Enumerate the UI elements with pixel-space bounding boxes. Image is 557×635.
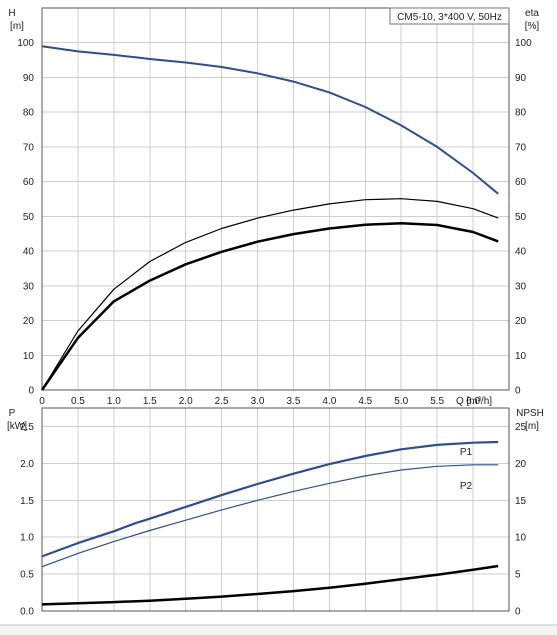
power-npsh-curves [41,440,499,606]
q-tick-label: 2.5 [215,396,229,407]
head-y-tick-label: 70 [23,142,35,153]
chart-title-box [389,7,510,25]
power-y-right-tick-label: 0 [515,607,521,618]
q-tick-label: 4.0 [322,396,336,407]
head-y-tick-label: 30 [23,281,35,292]
chart-title: CM5-10, 3*400 V, 50Hz [397,12,502,23]
p1-series-label: P1 [460,447,473,458]
power-y-right-tick-label: 15 [515,496,527,507]
head-y-right-tick-label: 90 [515,73,527,84]
power-y-tick-label: 1.0 [20,533,34,544]
head-curve-1 [41,198,499,391]
head-y-right-tick-label: 40 [515,247,527,258]
head-y-right-tick-label: 100 [515,38,532,49]
power-y-right-tick-label: 10 [515,533,527,544]
q-tick-label: 5.5 [430,396,444,407]
power-y-tick-label: 2.0 [20,459,34,470]
head-y-right-tick-label: 0 [515,386,521,397]
npsh-axis-unit: [m] [525,421,539,432]
power-y-tick-label: 2.5 [20,422,34,433]
power-y-right-tick-label: 25 [515,422,527,433]
q-tick-label: 5.0 [394,396,408,407]
head-tick-labels: 0 10 20 30 40 50 60 70 80 90 100 0 10 20 30 40 50 60 70 80 9… [17,38,532,407]
p-axis-label: P [9,408,16,419]
q-tick-label: 0 [39,396,45,407]
head-plot-frame [41,7,510,391]
head-y-tick-label: 10 [23,351,35,362]
power-y-right-tick-label: 20 [515,459,527,470]
head-y-tick-label: 80 [23,108,35,119]
head-y-right-tick-label: 20 [515,316,527,327]
head-y-right-tick-label: 30 [515,281,527,292]
h-axis-label: H [8,8,15,19]
q-tick-label: 1.0 [107,396,121,407]
head-y-tick-label: 40 [23,247,35,258]
power-y-tick-label: 0.0 [20,607,34,618]
eta-axis-label: eta [525,8,539,19]
power-npsh-panel: 0.0 0.5 1.0 1.5 2.0 2.5 0 5 10 15 20 25 P [kW] NPSH… [7,407,544,618]
head-curve-0 [41,45,499,195]
head-efficiency-curves [40,45,499,391]
head-y-tick-label: 60 [23,177,35,188]
head-y-right-tick-label: 50 [515,212,527,223]
eta-axis-unit: [%] [525,21,540,32]
head-y-right-tick-label: 60 [515,177,527,188]
head-curve-2 [40,222,499,391]
npsh-axis-label: NPSH [516,408,544,419]
head-y-right-tick-label: 80 [515,108,527,119]
p2-series-label: P2 [460,481,473,492]
q-tick-label: 4.5 [358,396,372,407]
q-tick-label: 1.5 [143,396,157,407]
p1-curve [41,440,499,558]
power-tick-labels: 0.0 0.5 1.0 1.5 2.0 2.5 0 5 10 15 20 25 [20,422,526,618]
q-axis-label: Q [m³/h] [456,396,492,407]
power-y-tick-label: 1.5 [20,496,34,507]
q-tick-label: 3.5 [287,396,301,407]
h-axis-unit: [m] [10,21,24,32]
head-y-tick-label: 0 [28,386,34,397]
power-plot-frame [41,407,510,612]
head-y-tick-label: 50 [23,212,35,223]
head-y-tick-label: 100 [17,38,34,49]
power-y-tick-label: 0.5 [20,570,34,581]
head-efficiency-panel: 0 10 20 30 40 50 60 70 80 90 100 0 10 20 30 40 50 60 70 80 9… [8,7,540,407]
power-y-right-tick-label: 5 [515,570,521,581]
power-curve-2 [41,564,499,606]
footer-strip [0,626,557,635]
q-tick-label: 6.0 [466,396,480,407]
p-axis-unit: [kW] [7,421,27,432]
head-y-right-tick-label: 70 [515,142,527,153]
head-y-tick-label: 20 [23,316,35,327]
q-tick-label: 2.0 [179,396,193,407]
q-tick-label: 0.5 [71,396,85,407]
head-y-right-tick-label: 10 [515,351,527,362]
p2-curve [41,464,499,568]
head-y-tick-label: 90 [23,73,35,84]
q-tick-label: 3.0 [251,396,265,407]
